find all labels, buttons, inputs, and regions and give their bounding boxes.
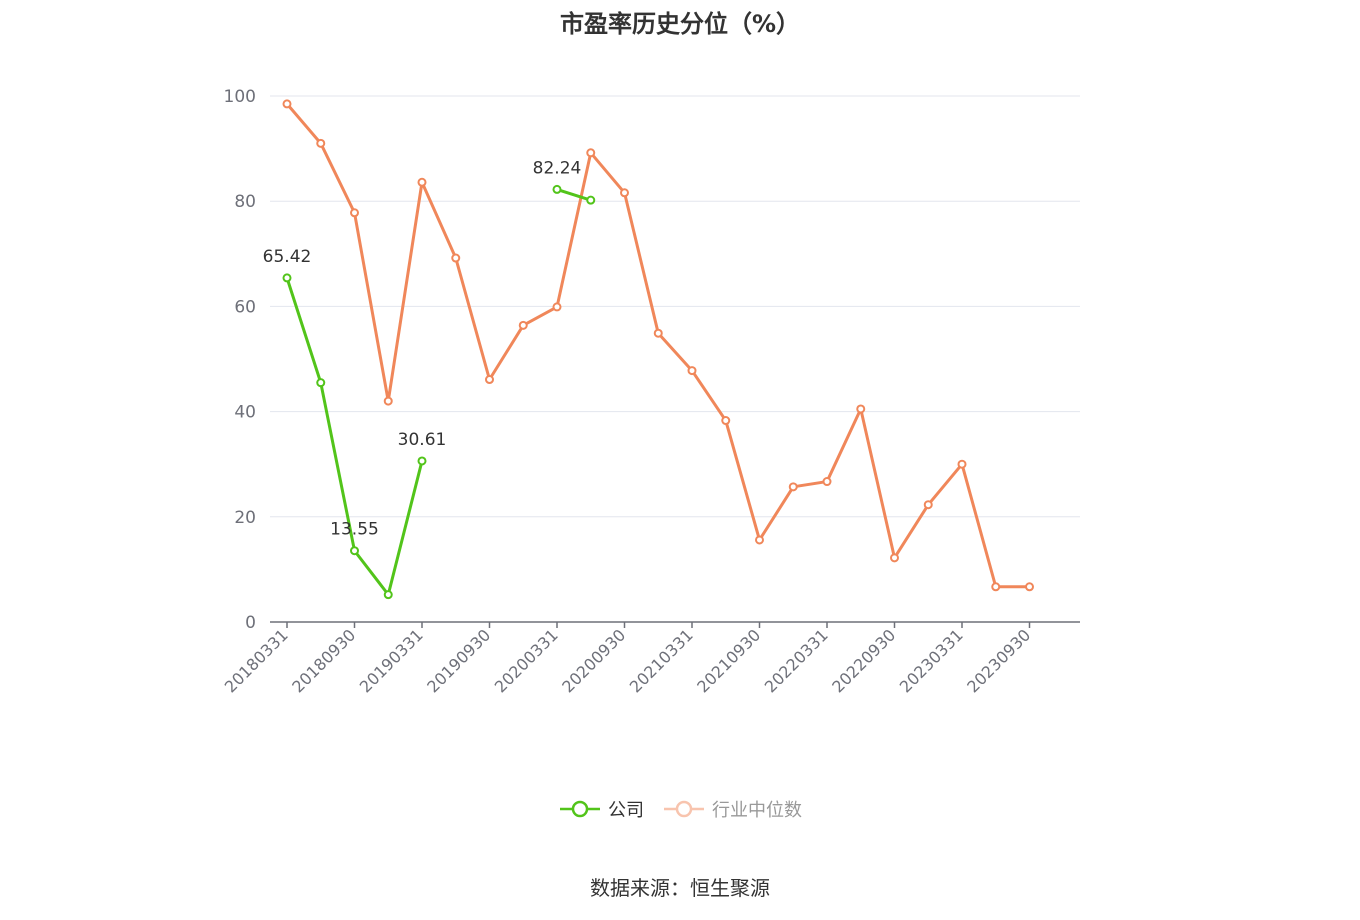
data-point <box>451 253 461 263</box>
legend-item-industry-median[interactable]: 行业中位数 <box>662 796 802 822</box>
series-line <box>556 187 592 202</box>
data-point <box>383 396 393 406</box>
x-tick-label: 20200930 <box>558 625 629 696</box>
data-label: 13.55 <box>330 520 379 540</box>
y-tick-label: 0 <box>245 613 256 633</box>
data-point <box>957 459 967 469</box>
y-tick-label: 80 <box>234 192 256 212</box>
data-point <box>282 99 292 109</box>
x-tick-label: 20190930 <box>423 625 494 696</box>
x-tick-label: 20190331 <box>356 625 427 696</box>
data-point <box>586 195 596 205</box>
x-tick-label: 20210331 <box>626 625 697 696</box>
legend-company-label: 公司 <box>608 800 644 821</box>
data-point <box>788 482 798 492</box>
x-tick-label: 20210930 <box>693 625 764 696</box>
data-point <box>586 148 596 158</box>
x-tick-label: 20230930 <box>963 625 1034 696</box>
data-source-note: 数据来源：恒生聚源 <box>590 876 770 900</box>
data-point <box>1025 582 1034 592</box>
data-point <box>417 456 427 466</box>
data-point <box>653 328 663 338</box>
data-point <box>552 302 562 312</box>
data-point <box>923 500 933 510</box>
data-point <box>991 582 1001 592</box>
data-point <box>687 366 697 376</box>
data-point <box>755 535 764 545</box>
data-point <box>721 416 731 426</box>
series-line <box>285 102 1030 589</box>
x-tick-label: 20220930 <box>828 625 899 696</box>
x-tick-label: 20220331 <box>761 625 832 696</box>
line-chart: 0 20 40 60 80 100 2018033120180930201903312019… <box>221 87 1080 696</box>
data-point <box>485 375 494 385</box>
data-point <box>518 320 528 330</box>
x-tick-label: 20200331 <box>491 625 562 696</box>
data-label: 82.24 <box>533 158 582 178</box>
x-tick-label: 20180331 <box>221 625 292 696</box>
x-tick-label: 20230331 <box>896 625 967 696</box>
data-point <box>552 184 562 194</box>
data-point <box>282 273 292 283</box>
data-point <box>383 590 393 600</box>
y-tick-label: 60 <box>234 297 256 317</box>
legend-item-company[interactable]: 公司 <box>558 796 644 822</box>
legend: 公司 行业中位数 <box>0 796 1360 822</box>
data-point <box>822 477 832 487</box>
data-point <box>316 138 326 148</box>
data-point <box>316 378 326 388</box>
data-point <box>890 553 899 563</box>
legend-company-marker-icon <box>560 800 600 818</box>
legend-industry-marker-icon <box>664 800 704 818</box>
data-point <box>620 188 629 198</box>
data-point <box>350 546 359 556</box>
data-label: 65.42 <box>263 247 312 267</box>
y-tick-label: 20 <box>234 508 256 528</box>
chart-title: 市盈率历史分位（%） <box>559 10 801 38</box>
data-point <box>350 208 359 218</box>
data-label: 30.61 <box>398 430 447 450</box>
legend-industry-label: 行业中位数 <box>712 800 802 821</box>
y-tick-label: 100 <box>224 87 256 107</box>
x-tick-label: 20180930 <box>288 625 359 696</box>
data-point <box>856 404 866 414</box>
data-point <box>417 177 427 187</box>
y-tick-label: 40 <box>234 403 256 423</box>
